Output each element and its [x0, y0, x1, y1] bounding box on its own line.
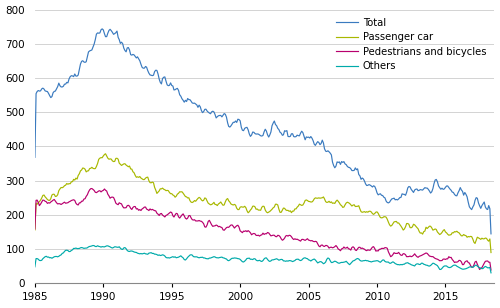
Line: Passenger car: Passenger car	[35, 154, 491, 253]
Line: Total: Total	[35, 29, 491, 234]
Line: Others: Others	[35, 245, 491, 273]
Line: Pedestrians and bicycles: Pedestrians and bicycles	[35, 188, 491, 270]
Legend: Total, Passenger car, Pedestrians and bicycles, Others: Total, Passenger car, Pedestrians and bi…	[333, 14, 490, 74]
